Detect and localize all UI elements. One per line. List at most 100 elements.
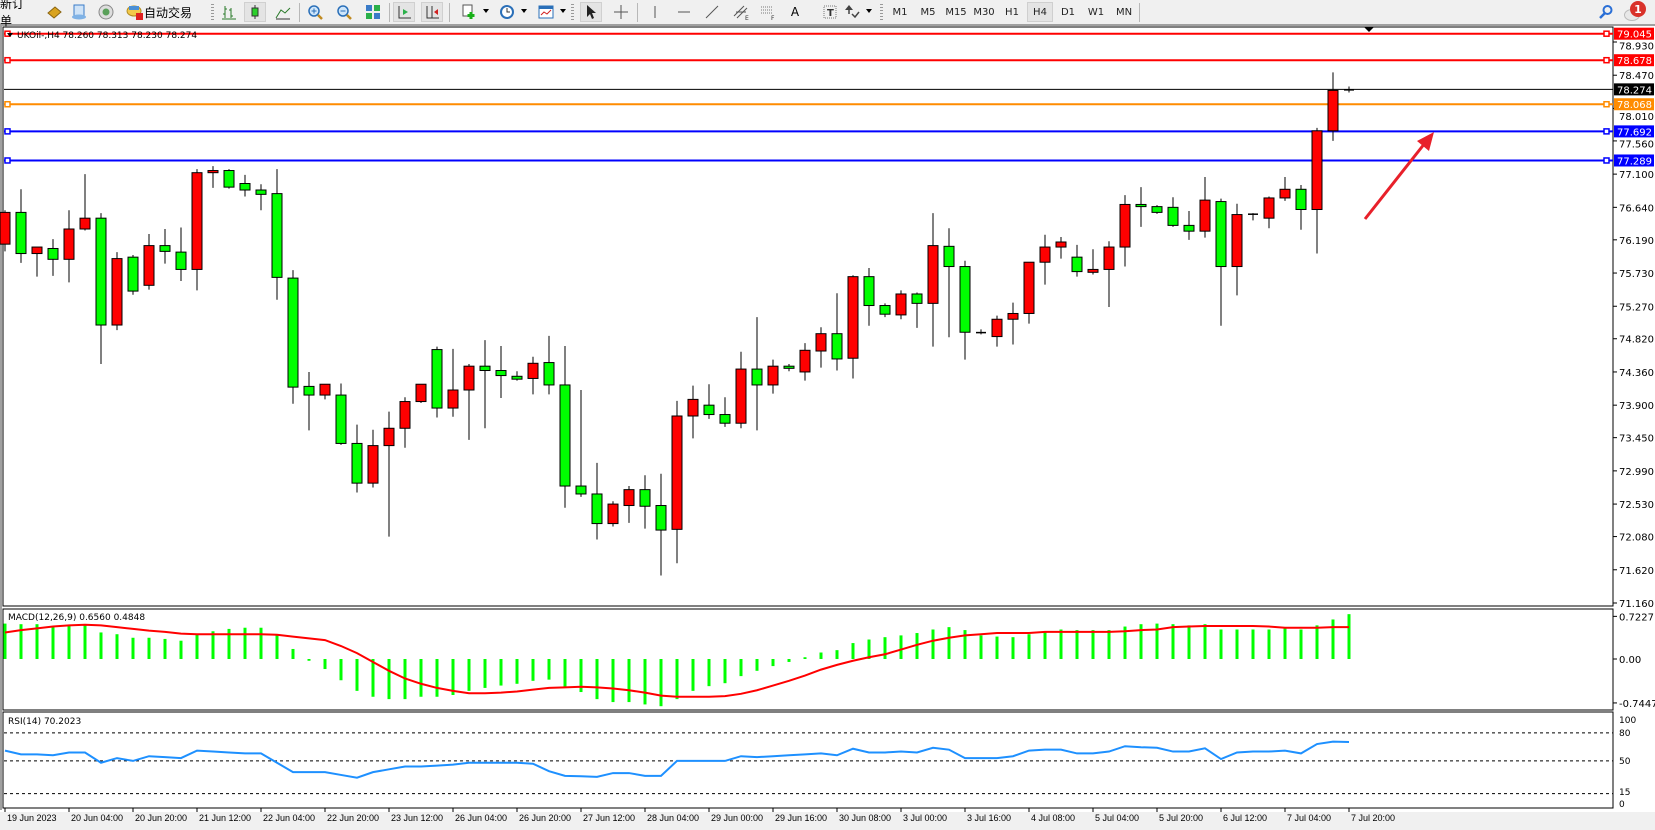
macd-panel-frame bbox=[2, 608, 1614, 711]
rsi-line bbox=[4, 740, 1350, 779]
tile-windows-icon[interactable] bbox=[362, 2, 384, 22]
new-chart-dropdown[interactable] bbox=[483, 9, 489, 13]
auto-trading-button[interactable]: 自动交易 bbox=[126, 2, 208, 22]
navigator-icon[interactable] bbox=[95, 2, 117, 22]
candle-body bbox=[687, 398, 699, 417]
zoom-out-icon[interactable] bbox=[333, 2, 355, 22]
bar-chart-icon[interactable] bbox=[218, 2, 240, 22]
candle-body bbox=[47, 247, 59, 260]
macd-histogram-bar bbox=[915, 633, 919, 659]
candle-body bbox=[639, 489, 651, 507]
vertical-line-icon[interactable] bbox=[644, 2, 666, 22]
search-icon[interactable] bbox=[1595, 2, 1617, 22]
arrows-dropdown[interactable] bbox=[866, 9, 872, 13]
new-chart-icon[interactable] bbox=[458, 2, 480, 22]
auto-trading-icon bbox=[126, 4, 143, 20]
chart-shift-icon[interactable] bbox=[393, 2, 415, 22]
candle-body bbox=[783, 365, 795, 369]
level-handle-right[interactable] bbox=[1603, 30, 1610, 37]
zoom-in-icon[interactable] bbox=[304, 2, 326, 22]
candle-body bbox=[303, 385, 315, 396]
macd-histogram-bar bbox=[563, 659, 567, 688]
market-watch-icon[interactable] bbox=[43, 2, 65, 22]
candle-body bbox=[95, 217, 107, 326]
svg-text:T: T bbox=[827, 8, 834, 19]
level-handle-left[interactable] bbox=[4, 100, 11, 108]
fibonacci-icon[interactable]: F bbox=[757, 2, 779, 22]
data-window-icon[interactable] bbox=[68, 2, 90, 22]
autoscroll-icon[interactable] bbox=[421, 2, 443, 22]
candlestick-icon[interactable] bbox=[244, 2, 266, 22]
periods-dropdown[interactable] bbox=[521, 9, 527, 13]
toolbar-grip[interactable] bbox=[880, 4, 883, 21]
equidistant-channel-icon[interactable]: E bbox=[731, 2, 753, 22]
candle-body bbox=[591, 493, 603, 525]
timeframe-h4[interactable]: H4 bbox=[1027, 2, 1053, 22]
candle-body bbox=[63, 228, 75, 260]
time-axis-label: 5 Jul 04:00 bbox=[1095, 813, 1139, 823]
templates-icon[interactable] bbox=[535, 2, 557, 22]
rsi-axis-label: 0 bbox=[1619, 800, 1625, 810]
text-label-icon[interactable]: T bbox=[819, 2, 841, 22]
templates-dropdown[interactable] bbox=[560, 9, 566, 13]
timeframe-w1[interactable]: W1 bbox=[1087, 6, 1105, 18]
price-axis-label: 77.100 bbox=[1619, 170, 1654, 181]
candle-body bbox=[239, 183, 251, 191]
level-handle-left[interactable] bbox=[4, 128, 11, 135]
line-chart-icon[interactable] bbox=[272, 2, 294, 22]
macd-histogram-bar bbox=[307, 659, 311, 661]
annotation-arrow-head[interactable] bbox=[1417, 132, 1434, 151]
crosshair-icon[interactable] bbox=[610, 2, 632, 22]
macd-axis-label: 0.00 bbox=[1619, 655, 1641, 666]
level-handle-right[interactable] bbox=[1603, 100, 1610, 108]
level-handle-right[interactable] bbox=[1603, 157, 1610, 164]
time-axis-label: 22 Jun 04:00 bbox=[263, 813, 315, 823]
candle-body bbox=[1039, 246, 1051, 263]
level-handle-right[interactable] bbox=[1603, 56, 1610, 64]
toolbar-grip[interactable] bbox=[571, 4, 574, 21]
time-axis-bg bbox=[0, 810, 1655, 812]
candle-body bbox=[175, 251, 187, 270]
timeframe-m30[interactable]: M30 bbox=[973, 6, 995, 18]
level-handle-left[interactable] bbox=[4, 157, 11, 164]
chart-menu-triangle-icon[interactable] bbox=[7, 33, 13, 37]
candle-body bbox=[479, 365, 491, 372]
horizontal-line-icon[interactable] bbox=[673, 2, 695, 22]
new-order-button[interactable]: 新订单 bbox=[0, 0, 25, 28]
text-icon[interactable]: A bbox=[790, 5, 800, 19]
trendline-icon[interactable] bbox=[701, 2, 723, 22]
macd-histogram-bar bbox=[1091, 630, 1095, 659]
level-handle-left[interactable] bbox=[4, 56, 11, 64]
periods-icon[interactable] bbox=[496, 2, 518, 22]
price-axis-label: 75.270 bbox=[1619, 302, 1654, 313]
candle-body bbox=[655, 505, 667, 531]
candle-body bbox=[959, 266, 971, 333]
toolbar-grip[interactable] bbox=[211, 4, 214, 21]
chart-shift-marker-icon[interactable] bbox=[1364, 27, 1374, 32]
cursor-icon[interactable] bbox=[580, 2, 602, 22]
timeframe-h1[interactable]: H1 bbox=[1005, 6, 1019, 18]
timeframe-d1[interactable]: D1 bbox=[1060, 6, 1076, 18]
macd-histogram-bar bbox=[1107, 630, 1111, 659]
timeframe-m1[interactable]: M1 bbox=[892, 6, 908, 18]
macd-histogram-bar bbox=[275, 634, 279, 659]
timeframe-m5[interactable]: M5 bbox=[920, 6, 936, 18]
rsi-axis-label: 100 bbox=[1619, 716, 1636, 726]
macd-histogram-bar bbox=[995, 636, 999, 659]
timeframe-m15[interactable]: M15 bbox=[945, 6, 967, 18]
level-handle-right[interactable] bbox=[1603, 128, 1610, 135]
price-axis-label: 71.160 bbox=[1619, 599, 1654, 610]
timeframe-mn[interactable]: MN bbox=[1115, 6, 1133, 18]
annotation-arrow-shaft[interactable] bbox=[1363, 142, 1427, 220]
macd-histogram-bar bbox=[435, 659, 439, 697]
macd-histogram-bar bbox=[1075, 630, 1079, 659]
status-strip bbox=[0, 812, 1655, 830]
price-axis-label: 77.560 bbox=[1619, 139, 1654, 150]
arrows-icon[interactable] bbox=[841, 2, 863, 22]
auto-trading-label: 自动交易 bbox=[144, 5, 193, 20]
macd-histogram-bar bbox=[819, 652, 823, 659]
macd-histogram-bar bbox=[67, 624, 71, 659]
notification-badge[interactable]: 1 bbox=[1630, 1, 1646, 17]
macd-histogram-bar bbox=[243, 627, 247, 659]
